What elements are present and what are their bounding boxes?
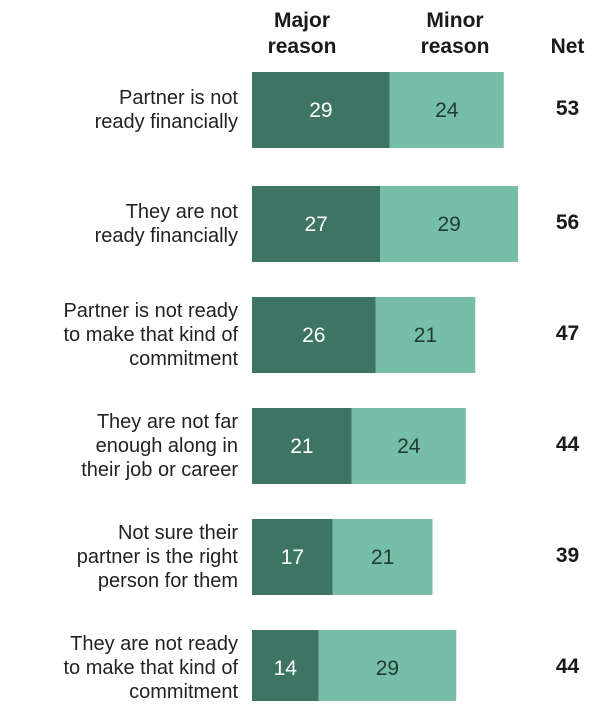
value-label-minor: 24 [397, 435, 421, 458]
net-value: 56 [555, 211, 580, 234]
value-label-major: 14 [274, 657, 298, 680]
net-value: 53 [555, 97, 580, 120]
bar-major-reason [252, 186, 381, 262]
bar-minor-reason [380, 186, 518, 262]
bar-minor-reason [351, 408, 466, 484]
category-label: Not sure their partner is the right pers… [76, 522, 238, 592]
header-net: Net [550, 35, 585, 58]
header-minor-reason: Minor reason [420, 9, 490, 58]
category-label: They are not far enough along in their j… [81, 411, 238, 481]
bar-major-reason [252, 519, 333, 595]
bar-minor-reason [389, 72, 504, 148]
value-label-minor: 29 [437, 213, 460, 236]
category-label: Partner is not ready to make that kind o… [63, 300, 238, 370]
value-label-minor: 21 [371, 546, 394, 569]
category-label: They are not ready financially [94, 201, 238, 247]
value-label-major: 21 [290, 435, 313, 458]
bar-minor-reason [318, 630, 457, 701]
value-label-minor: 21 [414, 324, 437, 347]
bar-major-reason [252, 630, 319, 701]
category-label: They are not ready to make that kind of … [63, 633, 238, 703]
category-label: Partner is not ready financially [94, 87, 238, 133]
net-value: 44 [555, 655, 580, 678]
value-label-minor: 29 [376, 657, 399, 680]
net-value: 47 [555, 322, 580, 345]
value-label-major: 17 [281, 546, 304, 569]
bar-major-reason [252, 72, 390, 148]
value-label-major: 29 [309, 99, 332, 122]
value-label-minor: 24 [435, 99, 459, 122]
net-value: 44 [555, 433, 580, 456]
value-label-major: 27 [304, 213, 327, 236]
bar-minor-reason [332, 519, 433, 595]
value-label-major: 26 [302, 324, 325, 347]
bar-major-reason [252, 408, 352, 484]
bar-minor-reason [375, 297, 476, 373]
bar-major-reason [252, 297, 376, 373]
net-value: 39 [555, 544, 580, 567]
header-major-reason: Major reason [267, 9, 337, 58]
